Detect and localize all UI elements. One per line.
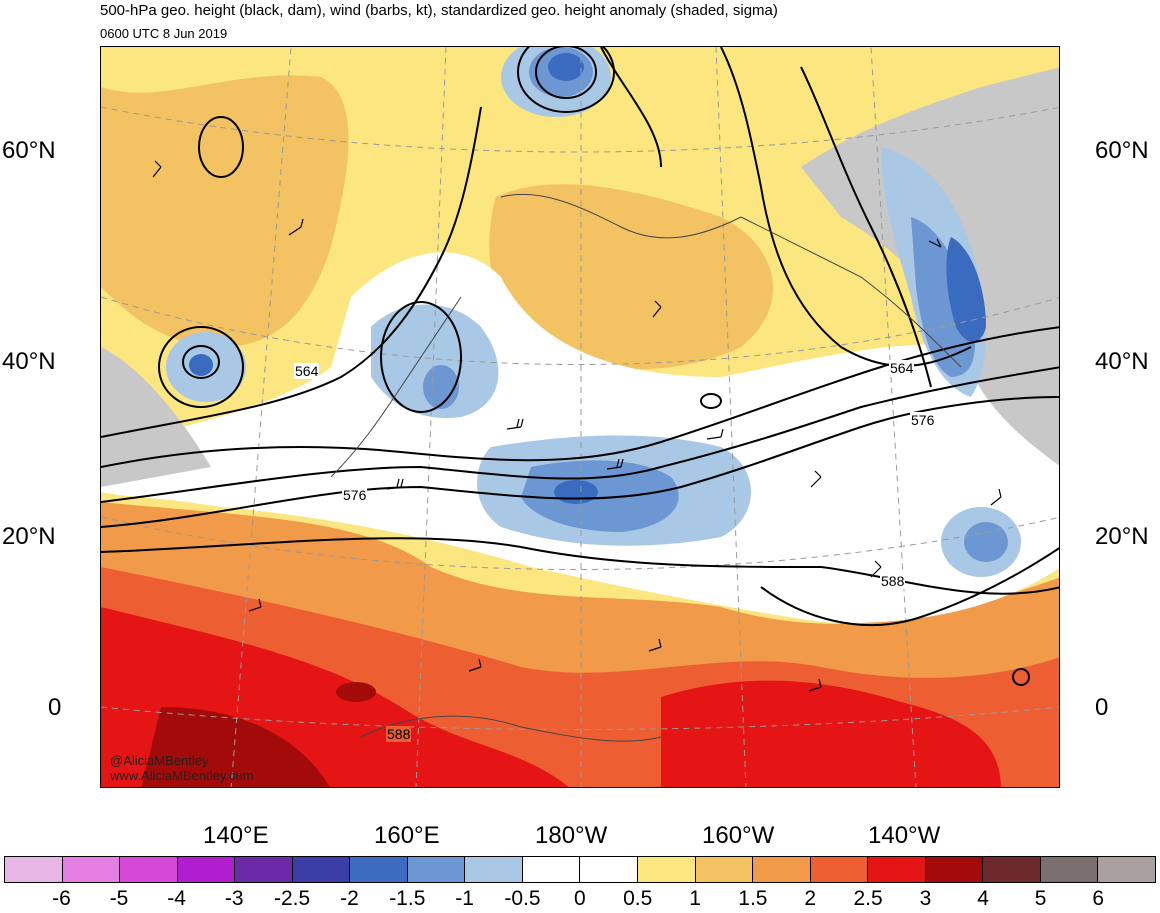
graticule	[101, 47, 1059, 787]
colorbar-swatch	[350, 857, 408, 882]
colorbar-swatch	[5, 857, 63, 882]
colorbar-swatch	[407, 857, 466, 882]
colorbar-swatch	[1040, 857, 1099, 882]
map-canvas	[101, 47, 1059, 787]
anomaly-colorbar	[4, 856, 1156, 883]
colorbar-tick-label: -0.5	[504, 887, 541, 910]
contour-label-564-east: 564	[889, 360, 915, 376]
colorbar-swatch	[810, 857, 869, 882]
colorbar-tick-label: -5	[109, 887, 129, 910]
anomaly-neg-gulf-max	[946, 237, 986, 342]
anomaly-neg-japan-core	[423, 365, 459, 409]
anomaly-neg-china-max	[189, 354, 213, 376]
map-valid-time: 0600 UTC 8 Jun 2019	[100, 26, 228, 41]
lon-label-180w: 180°W	[535, 822, 608, 849]
colorbar-swatch	[983, 857, 1041, 882]
colorbar-swatch	[868, 857, 926, 882]
credit-handle: @AliciaMBentley	[110, 753, 209, 768]
colorbar-tick-label: 0.5	[623, 887, 653, 910]
wind-barbs	[152, 160, 1002, 692]
anomaly-neg-japan	[371, 304, 499, 418]
lon-label-140w: 140°W	[868, 822, 941, 849]
land-gray-asia	[101, 347, 211, 487]
map-title: 500-hPa geo. height (black, dam), wind (…	[100, 2, 778, 19]
colorbar-tick-label: -2	[340, 887, 359, 910]
anomaly-4sigma-spot	[336, 682, 376, 702]
colorbar-tick-label: 1	[689, 887, 701, 910]
colorbar-tick-label: -4	[167, 887, 186, 910]
map-panel[interactable]	[100, 46, 1060, 788]
colorbar-swatch	[235, 857, 293, 882]
anomaly-1p5-bering	[489, 184, 774, 370]
colorbar-tick-label: -1	[455, 887, 474, 910]
lat-label-right-0: 0	[1095, 694, 1109, 721]
anomaly-1p5-west	[101, 75, 349, 348]
colorbar-swatch	[695, 857, 754, 882]
colorbar-swatch	[177, 857, 236, 882]
anomaly-neg-central-max	[554, 480, 598, 504]
colorbar-swatch	[925, 857, 984, 882]
colorbar-tick-label: -3	[224, 887, 244, 910]
colorbar-swatch	[62, 857, 121, 882]
colorbar-tick-label: 4	[977, 887, 989, 910]
colorbar-tick-label: -1.5	[389, 887, 426, 910]
colorbar-swatch	[522, 857, 581, 882]
anomaly-neg-subtropic-core	[964, 522, 1008, 562]
lat-label-left-0: 0	[48, 694, 62, 721]
colorbar-tick-label: 0	[574, 887, 586, 910]
lat-label-left-60n: 60°N	[2, 137, 56, 164]
anomaly-neg-gulf-core	[911, 217, 975, 377]
colorbar-tick-label: 3	[919, 887, 932, 910]
contour-label-588-east: 588	[880, 573, 906, 589]
colorbar-swatch	[580, 857, 639, 882]
colorbar-tick-label: 1.5	[738, 887, 768, 910]
height-contours	[101, 47, 1059, 686]
contour-label-576-west: 576	[342, 487, 368, 503]
lat-label-left-40n: 40°N	[2, 348, 56, 375]
lon-label-160e: 160°E	[374, 822, 440, 849]
lat-label-right-20n: 20°N	[1095, 523, 1149, 550]
contour-label-564-west: 564	[294, 363, 320, 379]
colorbar-tick-label: 6	[1092, 887, 1105, 910]
lat-label-left-20n: 20°N	[2, 523, 56, 550]
colorbar-tick-label: -6	[52, 887, 71, 910]
contour-label-576-east: 576	[910, 412, 936, 428]
colorbar-swatch	[753, 857, 811, 882]
lat-label-right-60n: 60°N	[1095, 137, 1149, 164]
colorbar-swatch	[120, 857, 178, 882]
coastlines	[330, 193, 962, 742]
colorbar-tick-label: -2.5	[274, 887, 311, 910]
lon-label-140e: 140°E	[203, 822, 269, 849]
colorbar-swatch	[1098, 857, 1155, 882]
colorbar-swatch	[292, 857, 351, 882]
lon-label-160w: 160°W	[702, 822, 775, 849]
colorbar-tick-label: 2	[804, 887, 817, 910]
anomaly-3sigma-east	[661, 680, 1001, 787]
anomaly-4sigma-west	[141, 707, 330, 787]
contour-label-588-south: 588	[386, 726, 412, 742]
lat-label-right-40n: 40°N	[1095, 348, 1149, 375]
colorbar-tick-label: 2.5	[853, 887, 883, 910]
colorbar-swatch	[638, 857, 696, 882]
anomaly-neg-arctic-max	[548, 53, 584, 81]
colorbar-swatch	[465, 857, 523, 882]
colorbar-tick-label: 5	[1034, 887, 1047, 910]
credit-website: www.AliciaMBentley.com	[110, 768, 254, 783]
